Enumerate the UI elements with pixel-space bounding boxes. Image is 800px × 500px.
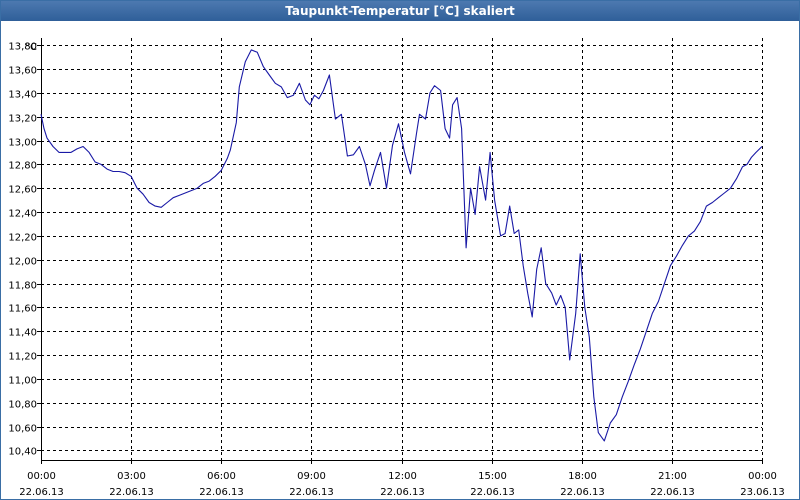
x-tick-date-label: 22.06.13 bbox=[19, 487, 64, 498]
y-tick-label: 13,80 bbox=[8, 42, 37, 53]
y-tick-label: 13,40 bbox=[8, 90, 37, 101]
y-unit-label: °C bbox=[25, 42, 37, 53]
chart-title: Taupunkt-Temperatur [°C] skaliert bbox=[1, 1, 799, 21]
y-tick-label: 10,80 bbox=[8, 400, 37, 411]
x-tick-time-label: 21:00 bbox=[658, 471, 687, 482]
x-tick-time-label: 00:00 bbox=[27, 471, 56, 482]
axes bbox=[37, 38, 763, 464]
x-tick-date-label: 22.06.13 bbox=[380, 487, 425, 498]
y-tick-label: 12,60 bbox=[8, 185, 37, 196]
x-tick-time-label: 18:00 bbox=[568, 471, 597, 482]
x-tick-time-label: 15:00 bbox=[478, 471, 507, 482]
tick-labels: 13,80 13,60 13,40 13,20 13,00 12,80 12,60 12,40… bbox=[8, 42, 784, 499]
y-tick-label: 13,00 bbox=[8, 138, 37, 149]
x-tick-date-label: 22.06.13 bbox=[199, 487, 244, 498]
series bbox=[40, 49, 763, 442]
y-tick-label: 11,40 bbox=[8, 328, 37, 339]
x-tick-date-label: 22.06.13 bbox=[650, 487, 695, 498]
y-tick-label: 12,00 bbox=[8, 257, 37, 268]
y-tick-label: 12,80 bbox=[8, 161, 37, 172]
x-tick-time-label: 12:00 bbox=[388, 471, 417, 482]
x-tick-date-label: 22.06.13 bbox=[470, 487, 515, 498]
y-tick-label: 11,20 bbox=[8, 352, 37, 363]
y-tick-label: 12,40 bbox=[8, 209, 37, 220]
dewpoint-series-line bbox=[40, 49, 763, 442]
x-tick-date-label: 23.06.13 bbox=[740, 487, 785, 498]
x-tick-date-label: 22.06.13 bbox=[289, 487, 334, 498]
grid bbox=[41, 38, 763, 460]
y-tick-label: 13,60 bbox=[8, 66, 37, 77]
y-tick-label: 13,20 bbox=[8, 114, 37, 125]
x-tick-date-label: 22.06.13 bbox=[560, 487, 605, 498]
x-tick-time-label: 00:00 bbox=[748, 471, 777, 482]
y-tick-label: 11,80 bbox=[8, 281, 37, 292]
y-tick-label: 10,60 bbox=[8, 424, 37, 435]
y-tick-label: 11,00 bbox=[8, 376, 37, 387]
y-tick-label: 10,40 bbox=[8, 447, 37, 458]
y-tick-label: 12,20 bbox=[8, 233, 37, 244]
y-tick-label: 11,60 bbox=[8, 304, 37, 315]
x-tick-time-label: 09:00 bbox=[297, 471, 326, 482]
x-tick-date-label: 22.06.13 bbox=[109, 487, 154, 498]
x-tick-time-label: 03:00 bbox=[117, 471, 146, 482]
x-tick-time-label: 06:00 bbox=[207, 471, 236, 482]
